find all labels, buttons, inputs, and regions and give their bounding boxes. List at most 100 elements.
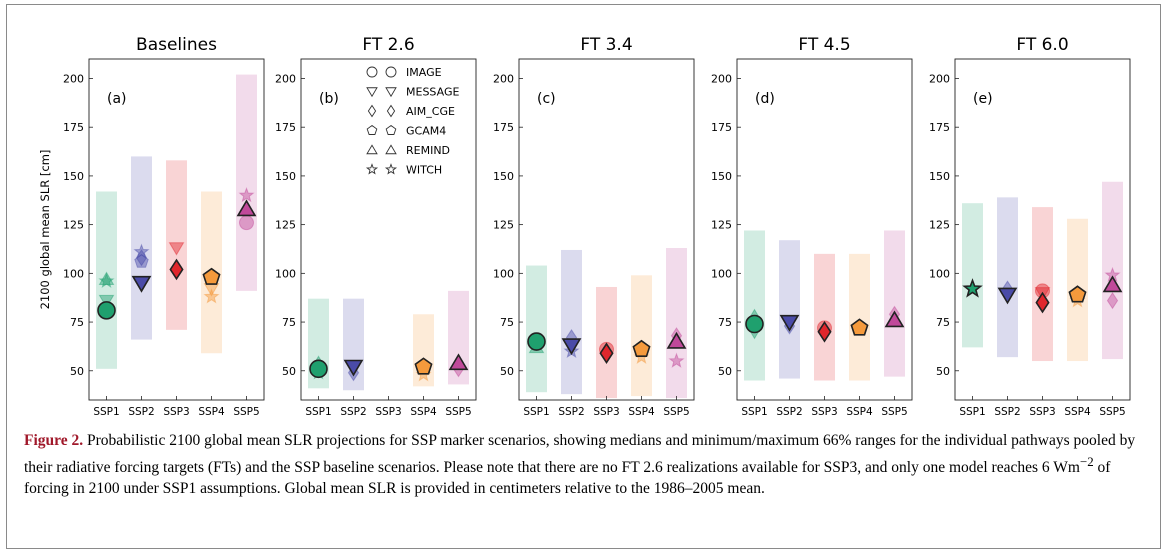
y-tick-label: 75 — [500, 316, 514, 329]
median-point — [561, 338, 582, 356]
range-bar-ssp4 — [631, 275, 652, 397]
x-tick-label: SSP2 — [776, 406, 802, 418]
panel-letter: (e) — [973, 91, 993, 107]
y-tick-label: 125 — [63, 219, 84, 232]
y-tick-label: 200 — [63, 72, 84, 85]
median-point — [527, 332, 546, 351]
y-tick-label: 75 — [718, 316, 732, 329]
x-tick-label: SSP5 — [445, 406, 471, 418]
x-tick-label: SSP1 — [93, 406, 119, 418]
x-tick-label: SSP4 — [628, 406, 655, 418]
chart-panel-3: FT 3.4 50 75 100 125 150 175 200 SSP1 SSP2 SSP3 SSP… — [493, 35, 695, 418]
y-tick-label: 150 — [493, 170, 514, 183]
model-point — [238, 186, 255, 203]
legend-marker-remind — [366, 144, 378, 155]
y-tick-label: 200 — [493, 72, 514, 85]
x-tick-label: SSP3 — [593, 406, 619, 418]
legend-label-message: MESSAGE — [406, 86, 459, 99]
model-point — [98, 272, 115, 288]
range-bar-ssp2 — [997, 197, 1018, 358]
range-bar-ssp2 — [561, 249, 582, 395]
x-tick-label: SSP1 — [741, 406, 767, 418]
y-tick-label: 100 — [493, 267, 514, 280]
range-bar-ssp5 — [884, 230, 905, 377]
y-tick-label: 100 — [929, 267, 950, 280]
median-point — [448, 353, 469, 371]
y-axis-label: 2100 global mean SLR [cm] — [38, 150, 52, 310]
range-bar-ssp1 — [962, 203, 983, 348]
x-tick-label: SSP3 — [375, 406, 401, 418]
panel-letter: (c) — [537, 91, 556, 107]
x-tick-label: SSP2 — [340, 406, 366, 418]
chart-panel-1: Baselines 50 75 100 125 150 175 200 SSP1 SSP2 SSP3… — [38, 35, 265, 418]
legend-marker-message — [366, 87, 378, 98]
y-tick-label: 150 — [929, 170, 950, 183]
range-bar-ssp1 — [744, 230, 765, 381]
panel-letter: (d) — [755, 91, 775, 107]
x-tick-label: SSP3 — [163, 406, 189, 418]
panel-title: FT 3.4 — [580, 35, 632, 55]
median-point — [1102, 275, 1123, 293]
x-tick-label: SSP5 — [881, 406, 907, 418]
median-point — [169, 258, 184, 281]
median-point — [599, 342, 614, 365]
median-point — [1035, 291, 1050, 314]
median-point — [343, 359, 364, 377]
range-bar-ssp3 — [814, 253, 835, 381]
range-bar-ssp1 — [526, 265, 547, 393]
model-point — [134, 254, 149, 268]
x-tick-label: SSP4 — [846, 406, 873, 418]
median-point — [632, 339, 651, 357]
legend-marker-remind — [385, 144, 397, 155]
y-tick-label: 175 — [711, 121, 732, 134]
y-tick-label: 150 — [63, 170, 84, 183]
y-tick-label: 50 — [718, 365, 732, 378]
x-tick-label: SSP1 — [305, 406, 331, 418]
panel-title: FT 2.6 — [362, 35, 414, 55]
range-bar-ssp2 — [131, 156, 152, 340]
x-tick-label: SSP2 — [128, 406, 154, 418]
panel-letter: (a) — [107, 91, 127, 107]
y-tick-label: 200 — [929, 72, 950, 85]
x-tick-label: SSP5 — [1099, 406, 1125, 418]
x-tick-label: SSP1 — [523, 406, 549, 418]
model-point — [239, 215, 254, 231]
x-tick-label: SSP4 — [1064, 406, 1091, 418]
y-tick-label: 175 — [63, 121, 84, 134]
range-bar-ssp4 — [849, 253, 870, 381]
legend-marker-message — [385, 87, 397, 98]
median-point — [745, 314, 764, 334]
x-tick-label: SSP2 — [558, 406, 584, 418]
range-bar-ssp3 — [166, 160, 187, 330]
x-tick-label: SSP2 — [994, 406, 1020, 418]
legend-marker-gcam4 — [366, 124, 378, 135]
y-tick-label: 200 — [275, 72, 296, 85]
y-tick-label: 125 — [711, 219, 732, 232]
y-tick-label: 50 — [936, 365, 950, 378]
legend-marker-image — [385, 66, 397, 78]
y-tick-label: 125 — [929, 219, 950, 232]
median-point — [97, 301, 116, 320]
median-point — [414, 357, 433, 375]
y-tick-label: 150 — [711, 170, 732, 183]
chart-panel-4: FT 4.5 50 75 100 125 150 175 200 SSP1 SSP2 SSP3 SSP… — [711, 35, 913, 418]
y-tick-label: 100 — [275, 267, 296, 280]
chart-panel-2: FT 2.6 50 75 100 125 150 175 200 SSP1 SSP2 SSP3 SSP… — [275, 35, 477, 418]
panel-title: FT 4.5 — [798, 35, 850, 55]
median-point — [779, 314, 800, 332]
legend-label-witch: WITCH — [406, 164, 442, 177]
figure-charts: Baselines 50 75 100 125 150 175 200 SSP1 SSP2 SSP3… — [38, 35, 1131, 418]
range-bar-ssp5 — [236, 74, 257, 291]
x-tick-label: SSP3 — [811, 406, 837, 418]
legend-marker-gcam4 — [385, 124, 397, 135]
median-point — [850, 318, 869, 336]
median-point — [202, 267, 221, 285]
legend: IMAGE MESSAGE AIM_CGE GCAM4 REMIND WITCH — [365, 66, 459, 177]
range-bar-ssp5 — [1102, 181, 1123, 360]
y-tick-label: 75 — [70, 316, 84, 329]
caption-tail: of forcing in 2100 under SSP1 assumption… — [24, 459, 1111, 498]
range-bar-ssp2 — [779, 240, 800, 379]
y-tick-label: 200 — [711, 72, 732, 85]
y-tick-label: 175 — [275, 121, 296, 134]
panel-title: Baselines — [136, 35, 217, 55]
